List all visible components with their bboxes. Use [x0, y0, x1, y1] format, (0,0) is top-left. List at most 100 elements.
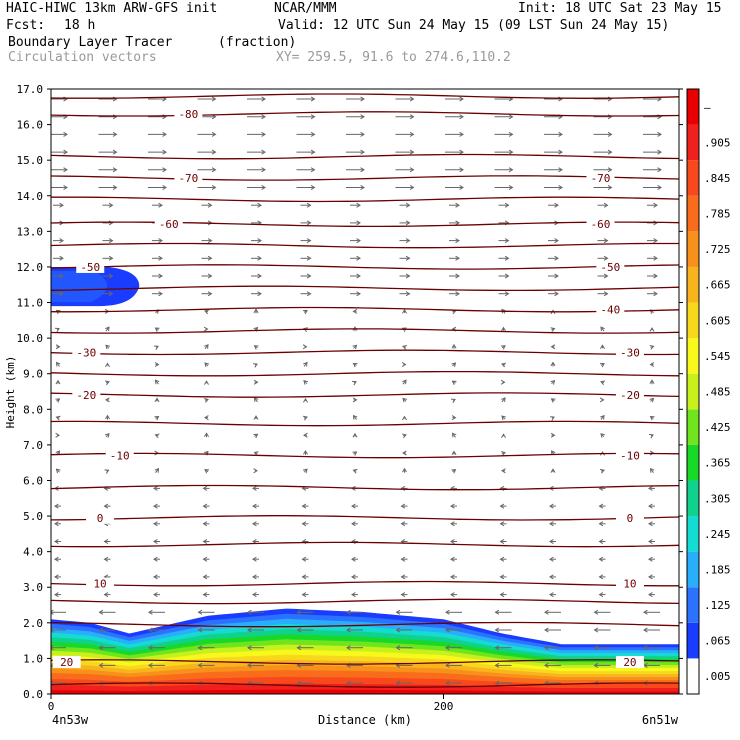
colorbar-swatch	[687, 231, 699, 267]
colorbar-label: .485	[704, 386, 731, 399]
contour-label-bg	[86, 577, 115, 590]
y-tick-label: 8.0	[23, 403, 43, 416]
colorbar-swatch	[687, 409, 699, 445]
vector-arrow	[53, 291, 64, 297]
vector-arrow	[352, 397, 358, 403]
contour-label: -60	[591, 218, 611, 231]
vector-arrow	[550, 398, 556, 403]
contour-label: -50	[600, 261, 620, 274]
vector-arrow	[148, 131, 167, 137]
contour-label-bg	[76, 260, 105, 273]
x-end-label-right: 6n51w	[642, 713, 679, 727]
colorbar-label: .245	[704, 528, 731, 541]
vector-arrow	[98, 131, 118, 137]
vector-arrow	[197, 167, 217, 173]
vector-arrow	[53, 255, 64, 261]
vector-arrow	[451, 450, 457, 456]
isotherm-line	[51, 541, 679, 548]
isotherm-line	[51, 93, 679, 99]
vector-arrow	[593, 131, 613, 137]
vector-arrow	[197, 627, 215, 633]
colorbar-swatch	[687, 160, 699, 196]
vector-arrow	[303, 432, 308, 438]
org-label: NCAR/MMM	[274, 1, 337, 16]
vector-arrow	[154, 416, 160, 421]
vector-arrow	[593, 645, 611, 651]
vector-arrow	[154, 379, 160, 385]
vector-arrow	[55, 415, 61, 421]
xsection-coords: XY= 259.5, 91.6 to 274.6,110.2	[276, 50, 511, 65]
vector-arrow	[643, 645, 660, 651]
vector-arrow	[544, 609, 561, 615]
vector-arrow	[300, 273, 312, 279]
vector-arrow	[544, 662, 561, 668]
vector-arrow	[303, 361, 308, 367]
x-axis-label: Distance (km)	[318, 713, 412, 727]
colorbar-label: .125	[704, 599, 731, 612]
vector-arrow	[247, 149, 266, 155]
contour-label: 10	[623, 578, 636, 591]
vector-arrow	[300, 291, 312, 297]
tracer-band	[51, 689, 679, 694]
vector-arrow	[98, 627, 116, 633]
isotherm-line-labeled	[51, 580, 679, 587]
vector-arrow	[597, 273, 609, 279]
fcst-label: Fcst:	[6, 18, 46, 33]
vector-arrow	[402, 450, 407, 456]
vector-arrow	[499, 574, 507, 580]
colorbar-swatch	[687, 444, 699, 481]
vector-arrow	[296, 645, 314, 651]
vector-arrow	[202, 592, 210, 598]
y-axis-label: Height (km)	[4, 356, 17, 429]
vector-arrow	[247, 645, 264, 651]
vector-arrow	[296, 185, 316, 190]
vector-arrow	[346, 680, 363, 686]
vector-arrow	[395, 149, 415, 155]
isotherm-line-labeled	[51, 264, 679, 270]
vector-arrow	[98, 645, 116, 651]
tracer-upper-blob-core	[51, 270, 108, 303]
vector-arrow	[201, 202, 213, 208]
vector-arrow	[450, 398, 456, 404]
vector-arrow	[451, 415, 457, 421]
vector-arrow	[300, 238, 312, 244]
contour-label-bg	[615, 389, 644, 402]
vector-arrow	[346, 609, 363, 615]
vector-arrow	[197, 149, 217, 155]
isotherm-line	[51, 598, 679, 605]
vector-arrow	[498, 202, 510, 208]
colorbar-label: .905	[704, 136, 731, 149]
colorbar-frame	[686, 88, 700, 695]
colorbar-legend: .005 .065 .125 .185 .245 .305 .365 .425 .485 .545…	[686, 88, 731, 695]
vector-arrow	[498, 291, 510, 297]
vector-arrow	[445, 131, 464, 137]
contour-label: 20	[60, 656, 73, 669]
vector-arrow	[148, 662, 165, 668]
vector-arrow	[102, 273, 114, 279]
vector-arrow	[500, 379, 506, 385]
y-tick-label: 14.0	[17, 190, 44, 203]
vector-arrow	[153, 345, 159, 350]
vector-arrow	[402, 415, 407, 421]
vector-arrow	[352, 344, 358, 350]
vector-arrow	[593, 149, 613, 155]
vector-arrow	[247, 662, 264, 668]
vector-arrow	[201, 291, 213, 297]
vector-arrow	[643, 149, 662, 155]
field-name: Boundary Layer Tracer	[8, 35, 173, 50]
y-tick-label: 9.0	[23, 368, 43, 381]
vector-arrow	[53, 238, 64, 244]
vector-arrow	[648, 592, 655, 598]
vector-arrow	[549, 539, 556, 544]
vector-arrow	[51, 149, 68, 155]
vector-arrow	[296, 149, 316, 155]
vector-arrow	[450, 539, 457, 544]
vector-arrow	[153, 521, 160, 527]
contour-label: 0	[97, 512, 104, 525]
vector-arrow	[301, 503, 309, 509]
vector-arrow	[247, 167, 266, 173]
vector-arrow	[494, 114, 514, 120]
isotherm-line	[51, 242, 679, 249]
vector-arrow	[350, 273, 361, 279]
